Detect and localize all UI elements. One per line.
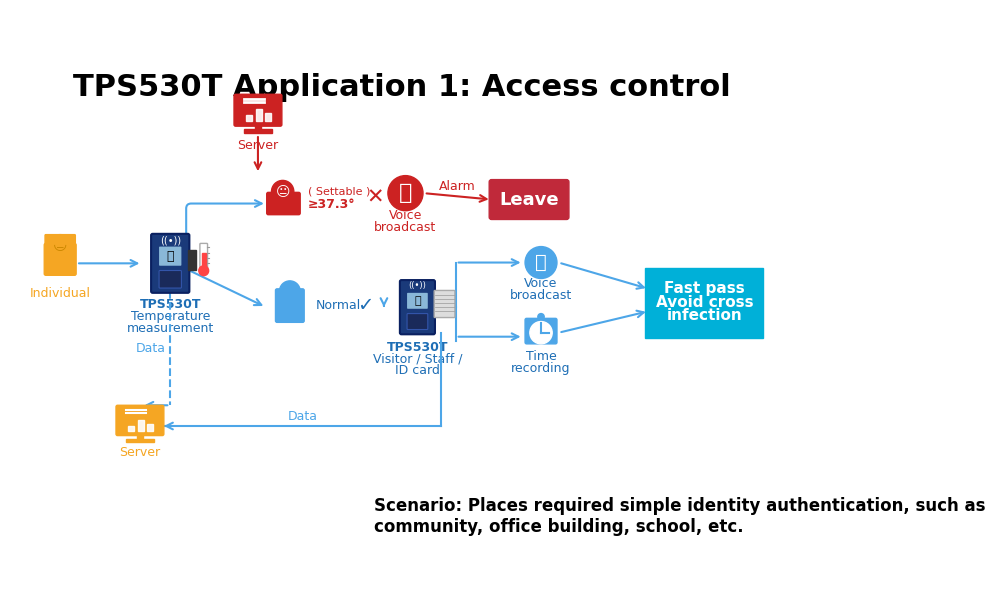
Text: 🎤: 🎤: [535, 253, 547, 272]
FancyBboxPatch shape: [159, 271, 181, 288]
Circle shape: [525, 247, 557, 278]
Text: 🎤: 🎤: [399, 183, 412, 203]
Text: ≥37.3°: ≥37.3°: [308, 198, 356, 211]
Text: 😐: 😐: [53, 239, 67, 253]
Text: Server: Server: [237, 139, 279, 152]
FancyBboxPatch shape: [434, 291, 455, 317]
Text: ID card: ID card: [395, 364, 440, 378]
FancyBboxPatch shape: [645, 268, 763, 338]
Circle shape: [538, 314, 544, 320]
Text: Voice: Voice: [524, 277, 558, 290]
Text: recording: recording: [511, 362, 571, 375]
Circle shape: [530, 322, 552, 344]
Text: Avoid cross: Avoid cross: [656, 295, 753, 310]
Circle shape: [271, 181, 294, 202]
Bar: [244, 130, 272, 133]
Text: 😐: 😐: [275, 185, 290, 199]
Text: ✓: ✓: [357, 296, 374, 315]
Text: Temperature: Temperature: [131, 310, 210, 323]
Text: Server: Server: [119, 446, 160, 459]
Circle shape: [388, 176, 423, 211]
Bar: [265, 114, 271, 122]
Text: Visitor / Staff /: Visitor / Staff /: [373, 353, 462, 365]
Text: TPS530T Application 1: Access control: TPS530T Application 1: Access control: [73, 74, 730, 102]
Text: Leave: Leave: [499, 190, 559, 209]
Bar: [138, 420, 144, 431]
Text: Normal: Normal: [315, 299, 361, 312]
Text: ((•)): ((•)): [160, 235, 181, 245]
Text: Data: Data: [288, 410, 318, 423]
Bar: [188, 250, 196, 270]
Bar: [256, 109, 262, 122]
Text: Alarm: Alarm: [439, 181, 476, 193]
Text: broadcast: broadcast: [374, 221, 437, 234]
Text: 🙂: 🙂: [166, 250, 174, 263]
FancyBboxPatch shape: [44, 243, 76, 275]
Text: TPS530T: TPS530T: [387, 340, 448, 354]
FancyBboxPatch shape: [275, 289, 304, 322]
Circle shape: [279, 281, 300, 302]
Text: Time: Time: [526, 350, 556, 363]
Text: Data: Data: [135, 342, 165, 354]
FancyBboxPatch shape: [400, 280, 435, 334]
Text: infection: infection: [667, 308, 742, 323]
Bar: [202, 254, 206, 270]
FancyBboxPatch shape: [525, 319, 557, 344]
Bar: [255, 124, 261, 131]
Text: measurement: measurement: [127, 322, 214, 335]
FancyBboxPatch shape: [489, 179, 569, 219]
Text: ✕: ✕: [366, 188, 384, 208]
Circle shape: [49, 235, 71, 257]
FancyBboxPatch shape: [407, 314, 428, 330]
FancyBboxPatch shape: [267, 192, 300, 215]
Text: Scenario: Places required simple identity authentication, such as
community, off: Scenario: Places required simple identit…: [374, 497, 985, 536]
FancyBboxPatch shape: [45, 235, 75, 244]
Text: ((•)): ((•)): [408, 281, 426, 290]
FancyBboxPatch shape: [200, 243, 208, 272]
FancyBboxPatch shape: [407, 293, 428, 309]
Bar: [246, 115, 252, 122]
Bar: [147, 424, 153, 431]
FancyBboxPatch shape: [234, 94, 282, 126]
Text: TPS530T: TPS530T: [139, 299, 201, 311]
Bar: [128, 426, 134, 431]
FancyBboxPatch shape: [116, 406, 164, 435]
Text: broadcast: broadcast: [510, 289, 572, 302]
Circle shape: [199, 266, 209, 275]
FancyBboxPatch shape: [151, 234, 189, 293]
Text: Individual: Individual: [30, 287, 91, 300]
Text: ( Settable ): ( Settable ): [308, 187, 371, 196]
Bar: [126, 439, 154, 442]
Text: 🙂: 🙂: [414, 296, 421, 306]
Text: Voice: Voice: [389, 209, 422, 222]
FancyBboxPatch shape: [159, 247, 181, 266]
Text: Fast pass: Fast pass: [664, 282, 745, 296]
Bar: [137, 433, 143, 440]
